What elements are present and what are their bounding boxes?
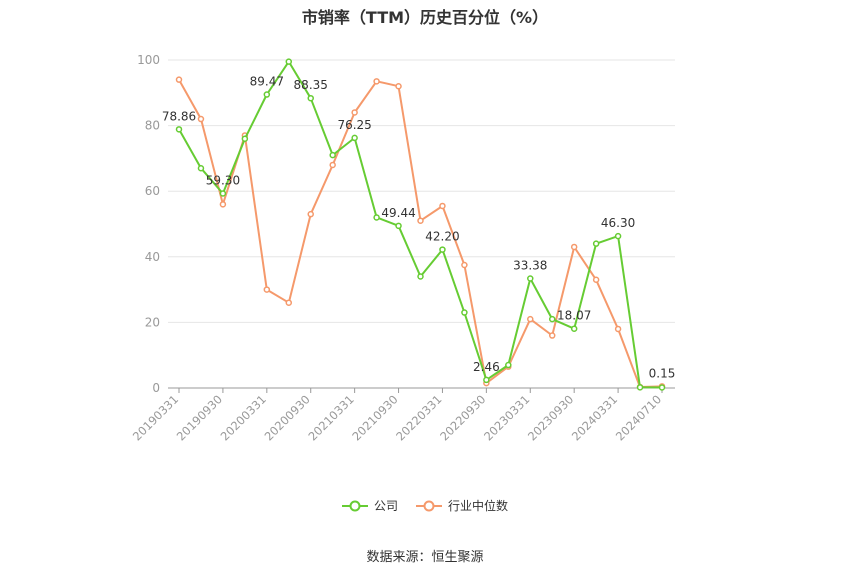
legend: 公司 行业中位数 (0, 497, 850, 514)
series-point-1 (307, 210, 314, 218)
series-point-0 (307, 94, 314, 102)
x-tick-label: 20220331 (393, 392, 444, 443)
x-tick-label: 20190930 (174, 392, 225, 443)
series-point-0 (417, 273, 424, 280)
data-label: 76.25 (337, 118, 371, 132)
series-point-1 (417, 217, 424, 224)
series-point-0 (483, 376, 490, 384)
series-point-1 (285, 299, 293, 306)
y-tick-label: 0 (152, 381, 160, 395)
y-tick-label: 40 (145, 250, 160, 264)
data-label: 46.30 (601, 216, 635, 230)
series-point-1 (395, 82, 402, 90)
series-point-0 (241, 135, 249, 142)
series-point-1 (527, 315, 534, 323)
series-point-1 (351, 109, 358, 116)
x-tick-label: 20210331 (305, 392, 356, 443)
data-labels: 78.86 59.30 89.47 88.35 76.25 49.44 42.20 2.46 3… (162, 75, 676, 381)
series-point-0 (285, 58, 293, 65)
series-lines (175, 58, 666, 391)
series-point-0 (614, 232, 622, 240)
x-tick-label: 20220930 (437, 392, 488, 443)
data-label: 33.38 (513, 259, 547, 273)
legend-item-industry-median[interactable]: 行业中位数 (416, 497, 508, 514)
x-tick-label: 20230930 (525, 392, 576, 443)
chart-title: 市销率（TTM）历史百分位（%） (301, 8, 549, 27)
series-point-0 (592, 240, 600, 247)
x-tick-label: 20200331 (218, 392, 269, 443)
series-point-0 (439, 246, 446, 253)
series-point-0 (373, 214, 380, 221)
series-point-0 (395, 222, 402, 230)
series-point-1 (548, 332, 556, 339)
series-point-1 (219, 201, 227, 208)
series-point-0 (329, 151, 336, 159)
series-point-1 (263, 286, 271, 293)
series-point-1 (329, 161, 336, 169)
x-tick-label: 20200930 (262, 392, 313, 443)
data-label: 78.86 (162, 109, 196, 123)
series-point-1 (175, 76, 183, 83)
legend-swatch-company-icon (341, 500, 368, 511)
series-point-0 (461, 309, 468, 316)
series-line-0 (178, 60, 663, 389)
y-tick-label: 60 (145, 184, 160, 198)
x-tick-label: 20230331 (481, 392, 532, 443)
series-point-1 (373, 78, 380, 85)
series-point-0 (351, 134, 358, 142)
series-point-0 (527, 275, 534, 282)
series-point-1 (197, 115, 205, 123)
data-label: 18.07 (557, 309, 591, 323)
data-label: 89.47 (250, 75, 284, 89)
legend-label-industry-median: 行业中位数 (448, 499, 509, 513)
grid-lines (168, 59, 675, 323)
series-point-1 (614, 325, 622, 333)
y-tick-label: 80 (145, 119, 160, 133)
legend-swatch-industry-icon (416, 500, 442, 511)
data-source: 数据来源：恒生聚源 (366, 550, 484, 565)
x-tick-label: 20240331 (569, 392, 620, 443)
series-point-0 (658, 384, 666, 391)
data-label: 2.46 (473, 360, 500, 374)
legend-label-company: 公司 (373, 499, 398, 513)
x-tick-label: 20190331 (130, 392, 181, 443)
series-point-1 (439, 202, 446, 210)
series-point-1 (461, 261, 468, 269)
series-point-0 (505, 361, 512, 369)
series-point-1 (592, 276, 600, 284)
data-label: 59.30 (206, 173, 240, 187)
legend-item-company[interactable]: 公司 (341, 497, 398, 514)
data-label: 0.15 (649, 367, 676, 381)
x-tick-label: 20210930 (349, 392, 400, 443)
series-point-0 (636, 384, 644, 391)
series-point-0 (175, 126, 183, 133)
data-label: 88.35 (294, 78, 328, 92)
data-label: 49.44 (381, 206, 415, 220)
series-point-0 (548, 315, 556, 323)
series-point-0 (263, 91, 271, 98)
x-tick-label: 20240710 (613, 392, 664, 443)
series-point-0 (219, 190, 227, 197)
y-tick-label: 100 (137, 53, 160, 67)
series-point-1 (570, 243, 578, 251)
y-tick-label: 20 (145, 315, 160, 329)
data-label: 42.20 (425, 230, 459, 244)
series-point-0 (197, 164, 205, 172)
series-point-0 (570, 325, 578, 332)
